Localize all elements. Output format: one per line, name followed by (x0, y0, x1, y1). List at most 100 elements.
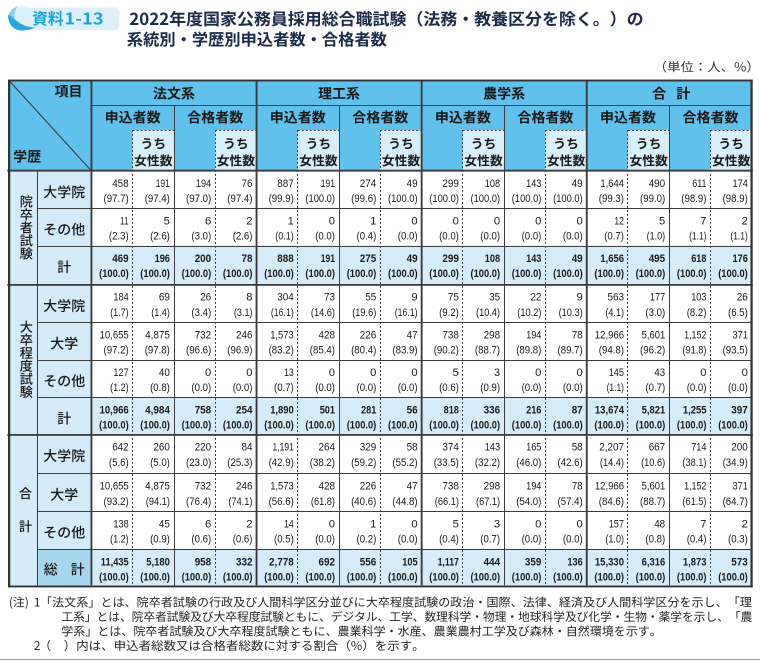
svg-text:(10.2): (10.2) (517, 307, 541, 319)
svg-text:(97.2): (97.2) (104, 345, 129, 357)
svg-text:194: 194 (196, 178, 211, 190)
svg-text:(2.6): (2.6) (233, 231, 253, 243)
svg-text:(1.2): (1.2) (110, 382, 129, 394)
svg-text:220: 220 (195, 442, 212, 454)
svg-text:(44.8): (44.8) (392, 496, 417, 508)
svg-text:(100.0): (100.0) (594, 572, 624, 584)
svg-text:642: 642 (112, 442, 129, 454)
svg-text:143: 143 (526, 253, 541, 265)
svg-text:2: 2 (246, 518, 252, 530)
svg-text:(23.0): (23.0) (186, 457, 211, 469)
svg-text:(100.0): (100.0) (677, 268, 707, 280)
svg-text:(94.1): (94.1) (146, 496, 170, 508)
svg-text:(61.8): (61.8) (311, 496, 335, 508)
svg-text:143: 143 (526, 178, 541, 190)
svg-text:(100.0): (100.0) (718, 268, 748, 280)
svg-text:(64.7): (64.7) (723, 496, 748, 508)
svg-text:(0.0): (0.0) (563, 534, 583, 546)
svg-text:887: 887 (277, 178, 294, 190)
svg-text:1,873: 1,873 (683, 556, 707, 568)
svg-text:(3.4): (3.4) (191, 307, 211, 319)
svg-text:10,966: 10,966 (100, 404, 129, 416)
svg-text:(0.7): (0.7) (604, 231, 624, 243)
svg-text:(100.0): (100.0) (636, 268, 666, 280)
svg-text:260: 260 (153, 442, 170, 454)
svg-text:(1.2): (1.2) (110, 534, 129, 546)
svg-text:299: 299 (442, 253, 459, 265)
svg-text:(2.3): (2.3) (109, 231, 129, 243)
svg-text:(5.0): (5.0) (150, 457, 170, 469)
svg-text:(0.1): (0.1) (275, 231, 294, 243)
svg-text:(10.4): (10.4) (476, 307, 500, 319)
svg-text:(0.5): (0.5) (274, 534, 294, 546)
svg-text:(100.0): (100.0) (512, 572, 542, 584)
svg-text:(5.6): (5.6) (109, 457, 129, 469)
svg-text:(0.4): (0.4) (687, 534, 707, 546)
svg-text:(93.2): (93.2) (104, 496, 129, 508)
svg-text:299: 299 (442, 178, 459, 190)
svg-text:196: 196 (155, 253, 170, 265)
svg-text:191: 191 (321, 253, 335, 265)
svg-text:0: 0 (370, 367, 376, 379)
svg-text:10,655: 10,655 (100, 481, 129, 493)
svg-text:332: 332 (236, 556, 253, 568)
svg-text:1,644: 1,644 (600, 178, 624, 190)
svg-text:(99.0): (99.0) (640, 193, 665, 205)
svg-text:(33.5): (33.5) (434, 457, 459, 469)
svg-text:5: 5 (659, 215, 665, 227)
svg-text:(0.0): (0.0) (191, 382, 211, 394)
svg-text:12: 12 (614, 215, 624, 227)
svg-text:246: 246 (236, 481, 253, 493)
svg-text:298: 298 (484, 329, 501, 341)
svg-text:108: 108 (485, 178, 500, 190)
svg-text:0: 0 (205, 367, 211, 379)
svg-text:0: 0 (494, 215, 500, 227)
svg-text:1,152: 1,152 (684, 481, 706, 493)
svg-text:(97.8): (97.8) (145, 345, 170, 357)
svg-text:0: 0 (576, 518, 582, 530)
svg-text:275: 275 (360, 253, 377, 265)
svg-text:(0.6): (0.6) (233, 534, 253, 546)
svg-text:(0.0): (0.0) (233, 382, 253, 394)
svg-text:(42.6): (42.6) (558, 457, 583, 469)
svg-text:(100.0): (100.0) (99, 572, 129, 584)
svg-text:2: 2 (742, 215, 748, 227)
svg-text:501: 501 (320, 404, 335, 416)
svg-text:3: 3 (494, 367, 500, 379)
svg-text:1,191: 1,191 (273, 442, 294, 454)
svg-text:298: 298 (484, 481, 501, 493)
svg-text:157: 157 (609, 518, 624, 530)
svg-text:1,255: 1,255 (683, 404, 707, 416)
svg-text:732: 732 (195, 329, 212, 341)
svg-text:176: 176 (733, 253, 748, 265)
svg-text:(2.6): (2.6) (150, 231, 170, 243)
svg-text:(0.8): (0.8) (645, 534, 665, 546)
svg-text:304: 304 (277, 292, 294, 304)
svg-text:(1.4): (1.4) (151, 307, 170, 319)
svg-text:(0.0): (0.0) (480, 231, 500, 243)
svg-text:(100.0): (100.0) (264, 572, 294, 584)
svg-text:397: 397 (731, 404, 748, 416)
svg-text:618: 618 (691, 253, 706, 265)
svg-text:(85.4): (85.4) (310, 345, 335, 357)
svg-text:281: 281 (361, 404, 376, 416)
svg-text:(59.2): (59.2) (351, 457, 376, 469)
svg-text:35: 35 (489, 292, 500, 304)
svg-text:(0.7): (0.7) (480, 534, 500, 546)
svg-text:103: 103 (691, 292, 706, 304)
svg-text:184: 184 (113, 292, 128, 304)
svg-text:3: 3 (494, 518, 500, 530)
svg-text:7: 7 (700, 518, 706, 530)
svg-text:(100.0): (100.0) (553, 268, 583, 280)
svg-text:(1.1): (1.1) (607, 382, 625, 394)
svg-text:2,207: 2,207 (599, 442, 624, 454)
svg-text:818: 818 (444, 404, 459, 416)
svg-text:(100.0): (100.0) (99, 268, 129, 280)
svg-text:4,984: 4,984 (145, 404, 170, 416)
svg-text:(46.0): (46.0) (516, 457, 541, 469)
svg-text:(100.0): (100.0) (182, 420, 212, 432)
svg-text:40: 40 (159, 367, 170, 379)
svg-text:(16.1): (16.1) (395, 307, 418, 319)
svg-text:469: 469 (112, 253, 129, 265)
svg-text:76: 76 (242, 178, 253, 190)
